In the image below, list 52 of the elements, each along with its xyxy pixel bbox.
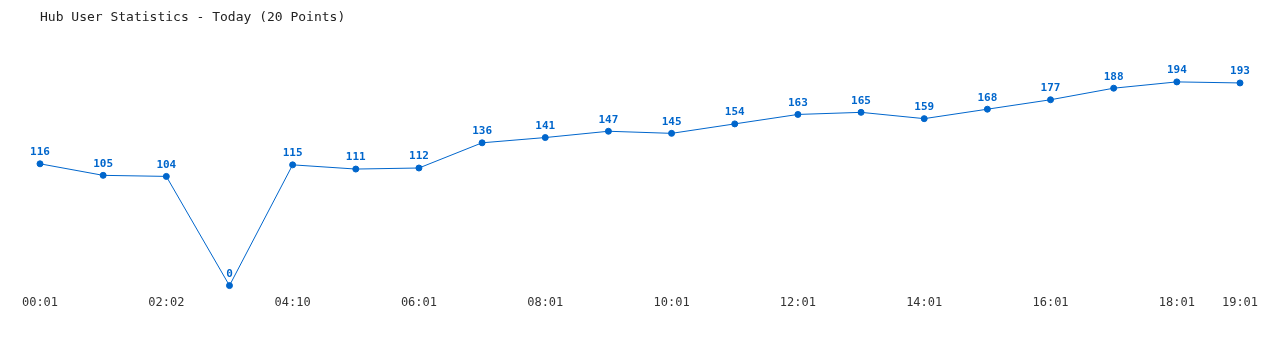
- data-label: 141: [535, 118, 556, 132]
- point: [415, 164, 423, 172]
- point: [352, 165, 360, 173]
- data-label: 193: [1230, 64, 1250, 78]
- data-label: 112: [409, 149, 429, 163]
- data-label: 147: [598, 112, 619, 126]
- chart-title: Hub User Statistics - Today (20 Points): [40, 9, 346, 25]
- data-label: 136: [472, 124, 493, 138]
- point: [1110, 84, 1118, 92]
- point: [604, 127, 612, 135]
- data-label: 116: [30, 145, 51, 159]
- point: [478, 139, 486, 147]
- point: [1173, 78, 1181, 86]
- data-label: 145: [661, 114, 682, 128]
- data-label: 105: [93, 156, 114, 170]
- point: [857, 108, 865, 116]
- point: [983, 105, 991, 113]
- x-tick-label: 18:01: [1158, 294, 1195, 309]
- data-label: 111: [345, 150, 367, 164]
- point: [289, 161, 297, 169]
- x-tick-label: 08:01: [527, 294, 564, 309]
- data-label: 104: [156, 157, 177, 171]
- point: [920, 115, 928, 123]
- point: [162, 172, 170, 180]
- point: [1047, 96, 1055, 104]
- data-label: 177: [1040, 81, 1061, 95]
- x-tick-label: 12:01: [779, 294, 816, 309]
- data-label: 168: [977, 90, 998, 104]
- data-label: 0: [226, 266, 233, 280]
- x-tick-label: 14:01: [906, 294, 943, 309]
- data-label: 115: [282, 146, 303, 160]
- x-tick-label: 10:01: [653, 294, 690, 309]
- x-tick-label: 00:01: [21, 294, 59, 309]
- point: [1236, 79, 1244, 87]
- x-tick-label: 06:01: [400, 294, 438, 309]
- data-label: 154: [724, 105, 746, 119]
- point: [794, 110, 802, 118]
- x-tick-label: 19:01: [1221, 294, 1259, 309]
- x-tick-label: 02:02: [148, 294, 185, 309]
- data-label: 188: [1103, 69, 1124, 83]
- point: [541, 134, 549, 142]
- point: [731, 120, 739, 128]
- x-tick-label: 04:10: [274, 294, 311, 309]
- point: [225, 282, 233, 290]
- point: [36, 160, 44, 168]
- point: [668, 129, 676, 137]
- x-tick-label: 16:01: [1032, 294, 1069, 309]
- point: [99, 171, 107, 179]
- data-label: 194: [1166, 63, 1188, 77]
- data-label: 165: [851, 93, 871, 107]
- data-label: 159: [914, 100, 935, 114]
- data-label: 163: [787, 95, 808, 109]
